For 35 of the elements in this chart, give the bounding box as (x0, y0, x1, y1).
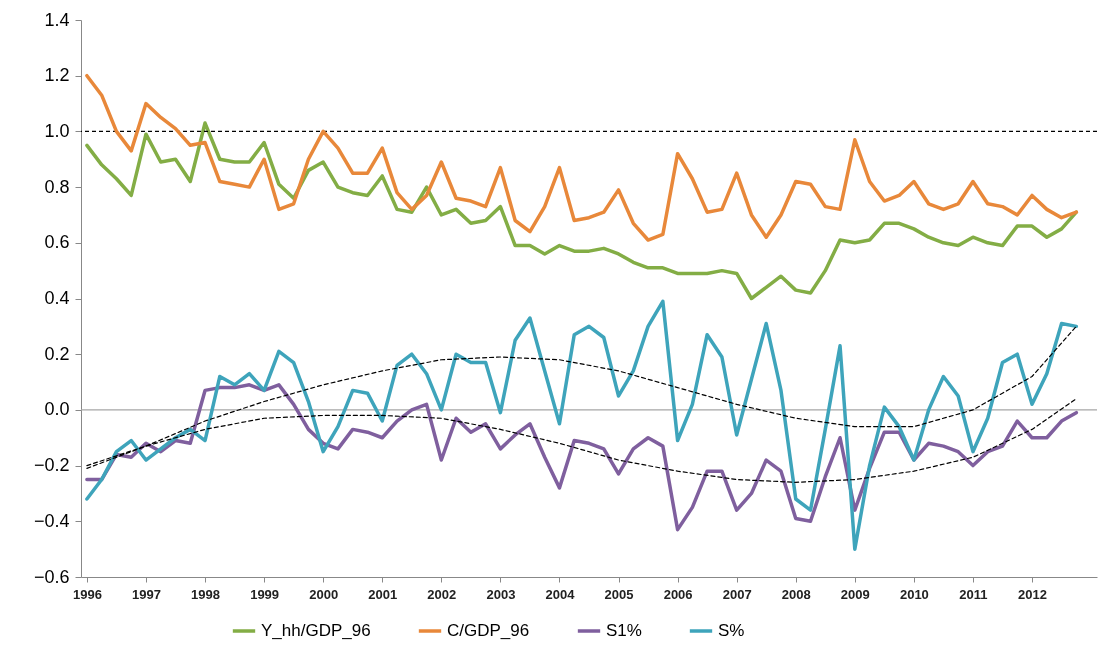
x-tick-label: 1999 (250, 586, 280, 602)
y-tick-label: −0.6 (33, 566, 70, 587)
y-tick-label: 0.4 (44, 288, 70, 308)
x-tick-label: 2004 (545, 586, 576, 602)
y-tick-label: 1.4 (44, 9, 70, 30)
x-tick-label: 2001 (368, 586, 398, 602)
x-tick-label: 1998 (191, 586, 221, 602)
x-tick-label: 2012 (1018, 586, 1047, 602)
y-tick-label: 1.2 (44, 65, 70, 86)
x-tick-label: 2011 (959, 586, 988, 602)
x-tick-label: 2003 (486, 586, 516, 602)
legend-label: S% (718, 621, 745, 640)
legend-label: C/GDP_96 (447, 621, 530, 640)
y-tick-label: 0.6 (44, 232, 70, 253)
legend-label: S1% (606, 621, 642, 640)
x-tick-label: 2009 (840, 586, 870, 602)
x-tick-label: 2005 (604, 586, 634, 602)
y-tick-label: 0.2 (44, 343, 70, 364)
line-series (85, 121, 1079, 301)
x-tick-label: 2007 (722, 586, 752, 602)
y-tick-label: 0.8 (44, 176, 70, 197)
line-series (85, 73, 1079, 242)
x-tick-label: 1996 (72, 586, 102, 602)
x-tick-label: 1997 (132, 586, 161, 602)
x-tick-label: 2010 (899, 586, 929, 602)
line-series (85, 299, 1079, 551)
x-tick-label: 2000 (309, 586, 339, 602)
y-tick-label: −0.2 (33, 455, 70, 476)
y-tick-label: 0.0 (44, 399, 70, 420)
y-tick-label: −0.4 (33, 510, 70, 531)
x-tick-label: 2006 (663, 586, 693, 602)
legend-label: Y_hh/GDP_96 (261, 621, 371, 640)
x-tick-label: 2008 (781, 586, 811, 602)
y-tick-label: 1.0 (44, 120, 70, 141)
x-tick-label: 2002 (427, 586, 457, 602)
